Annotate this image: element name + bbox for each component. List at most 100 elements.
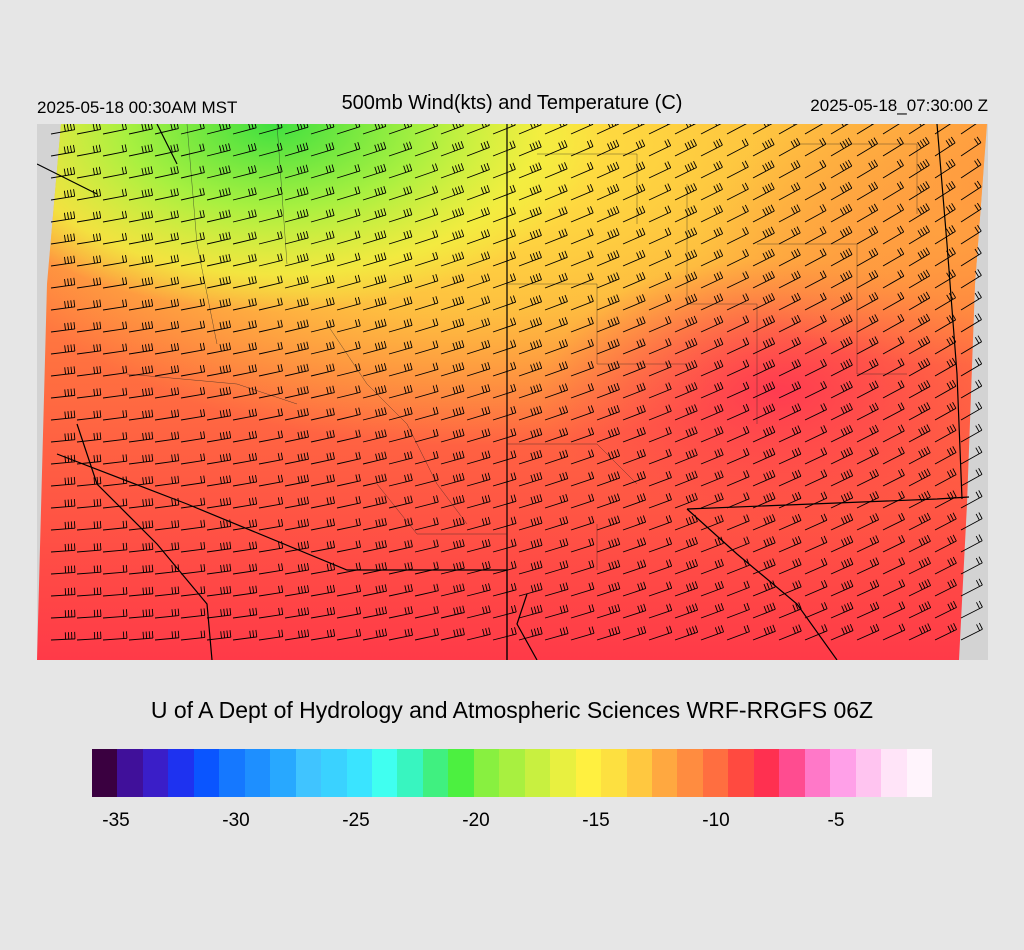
- colorbar-tick-label: -5: [827, 810, 845, 831]
- wind-barb: [648, 404, 672, 421]
- wind-barb: [882, 512, 905, 531]
- temperature-wind-map: [37, 124, 988, 660]
- wind-barb: [310, 540, 336, 553]
- wind-barb: [154, 387, 180, 399]
- wind-barb: [440, 251, 465, 267]
- chart-title: 500mb Wind(kts) and Temperature (C): [341, 92, 683, 114]
- wind-barb: [934, 468, 957, 487]
- wind-barb: [76, 144, 102, 157]
- wind-barb: [50, 124, 76, 135]
- wind-barb: [154, 453, 180, 465]
- wind-barb: [414, 384, 439, 399]
- wind-barb: [50, 521, 76, 531]
- wind-barb: [830, 579, 854, 597]
- wind-barb: [232, 585, 258, 597]
- wind-barb: [180, 232, 205, 245]
- wind-barb: [518, 250, 542, 267]
- colorbar-swatch: [677, 749, 703, 797]
- wind-barb: [726, 381, 750, 399]
- wind-barb: [700, 448, 724, 465]
- wind-barb: [102, 609, 128, 619]
- wind-barb: [76, 343, 102, 355]
- wind-barb: [804, 336, 827, 355]
- wind-barb: [466, 428, 491, 443]
- wind-barb: [414, 163, 439, 179]
- wind-barb: [154, 254, 180, 267]
- wind-barb: [388, 163, 413, 179]
- wind-barb: [570, 184, 594, 201]
- wind-barb: [154, 542, 180, 553]
- wind-barb: [700, 536, 724, 553]
- wind-barb: [206, 231, 231, 245]
- wind-barb: [596, 493, 621, 509]
- wind-barb: [570, 626, 595, 641]
- wind-barb: [310, 429, 335, 443]
- wind-barb: [414, 583, 439, 597]
- wind-barb: [492, 162, 516, 179]
- wind-barb: [180, 165, 205, 179]
- wind-barb: [362, 517, 387, 531]
- wind-barb: [440, 124, 464, 135]
- wind-barb: [128, 321, 154, 333]
- wind-barb: [466, 317, 491, 333]
- wind-barb: [310, 629, 336, 641]
- wind-barb: [206, 585, 232, 597]
- wind-barb: [180, 453, 206, 465]
- wind-barb: [908, 335, 931, 355]
- colorbar-swatch: [270, 749, 296, 797]
- wind-barb: [674, 205, 698, 223]
- wind-barb: [466, 516, 491, 531]
- wind-barb: [414, 539, 439, 553]
- wind-barb: [752, 624, 776, 641]
- wind-barb: [648, 515, 672, 531]
- wind-barb: [518, 339, 543, 355]
- wind-barb: [570, 449, 595, 465]
- colorbar-swatch: [371, 749, 398, 797]
- wind-barb: [284, 231, 309, 245]
- wind-barb: [258, 231, 283, 245]
- utc-time-label: 2025-05-18_07:30:00 Z: [810, 96, 988, 115]
- wind-barb: [830, 469, 854, 487]
- wind-barb: [960, 578, 983, 597]
- wind-barb: [778, 248, 801, 267]
- wind-barb: [50, 189, 76, 201]
- wind-barb: [830, 447, 854, 465]
- wind-barb: [570, 294, 594, 311]
- wind-barb: [934, 158, 956, 179]
- wind-barb: [206, 386, 232, 399]
- wind-barb: [76, 321, 102, 333]
- wind-barb: [336, 341, 361, 355]
- wind-barb: [518, 162, 542, 179]
- wind-barb: [336, 584, 362, 597]
- wind-barb: [492, 405, 517, 421]
- wind-barb: [414, 362, 439, 377]
- wind-barb: [518, 228, 542, 245]
- wind-barb: [674, 404, 698, 421]
- wind-barb: [388, 517, 413, 531]
- wind-barb: [856, 336, 879, 355]
- wind-barb: [414, 627, 439, 641]
- colorbar-swatch: [321, 749, 347, 797]
- wind-barb: [128, 608, 154, 619]
- wind-barb: [232, 452, 258, 465]
- wind-barb: [258, 164, 283, 179]
- wind-barb: [726, 160, 749, 179]
- colorbar-swatch: [219, 749, 245, 797]
- wind-barb: [206, 364, 232, 377]
- wind-barb: [908, 579, 931, 597]
- colorbar-tick-label: -10: [702, 810, 730, 831]
- wind-barb: [414, 185, 439, 201]
- wind-barb: [206, 209, 231, 223]
- wind-barb: [284, 341, 309, 355]
- wind-barb: [76, 631, 102, 641]
- wind-barb: [934, 247, 956, 267]
- wind-barb: [674, 271, 698, 289]
- wind-barb: [336, 451, 361, 465]
- wind-barb: [596, 205, 620, 223]
- wind-barb: [128, 387, 154, 399]
- wind-barb: [778, 491, 802, 509]
- wind-barb: [414, 561, 439, 575]
- wind-barb: [102, 432, 128, 443]
- wind-barb: [934, 357, 957, 377]
- wind-barb: [388, 141, 413, 157]
